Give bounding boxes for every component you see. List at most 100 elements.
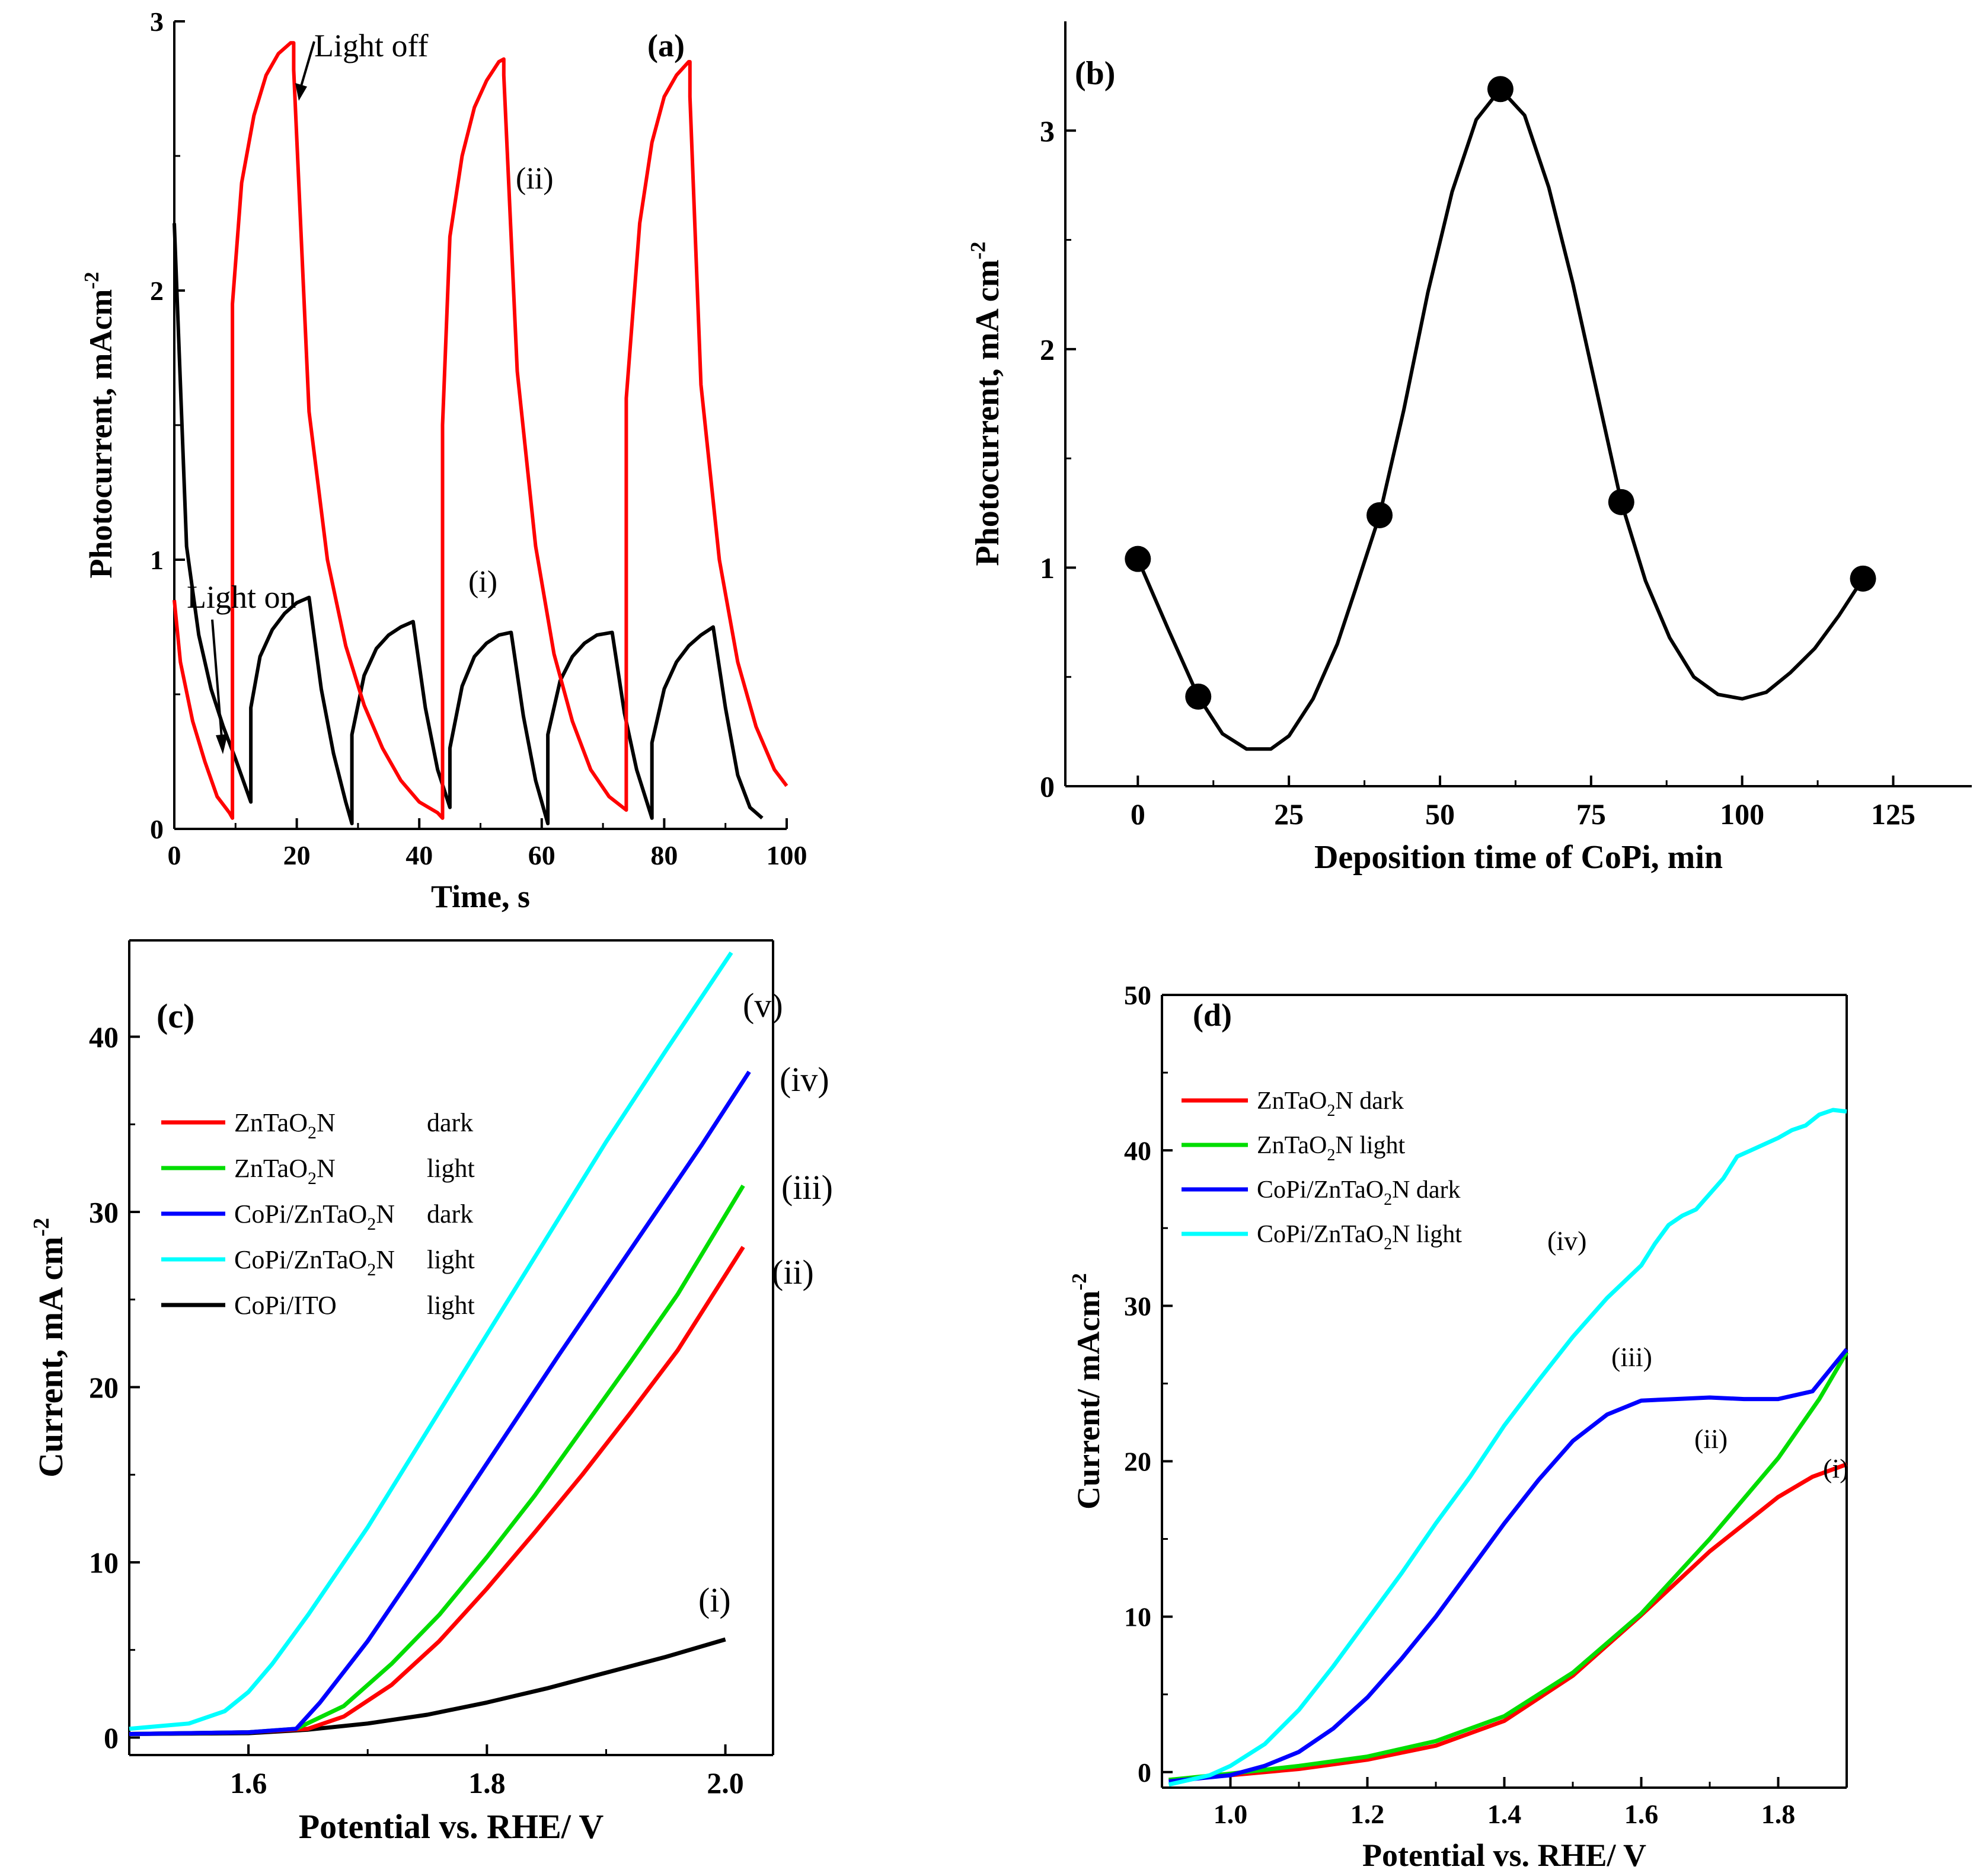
legend-sub-c: 2 [367, 1260, 376, 1280]
legend-label-c: ZnTaO2N [234, 1108, 336, 1143]
legend-tail-d: N dark [1335, 1087, 1403, 1115]
x-tick-label-d: 1.2 [1350, 1799, 1385, 1829]
legend-label-c: CoPi/ZnTaO2N [234, 1199, 395, 1234]
legend-name-d: CoPi/ZnTaO [1257, 1221, 1384, 1248]
annotation-light-off: Light off [314, 28, 428, 63]
x-tick-label-d: 1.4 [1487, 1799, 1522, 1829]
y-tick-label-d: 30 [1124, 1291, 1151, 1321]
panel-a: 0 20 40 60 80 100 0 1 2 3 Time, s Photocurrent, mAc… [80, 7, 807, 914]
legend-tail-d: N dark [1392, 1176, 1460, 1204]
curve-label-c: (iii) [781, 1168, 833, 1207]
annotation-light-on: Light on [187, 579, 296, 615]
data-point-b [1366, 502, 1393, 528]
legend-cond-c: dark [427, 1108, 473, 1137]
legend-name-d: ZnTaO [1257, 1132, 1327, 1159]
arrowhead-light-off [295, 83, 307, 101]
panel-c: 1.6 1.8 2.0 0 10 20 30 40 Potential vs. RHE/ V Cu… [29, 939, 833, 1846]
legend-name-d: ZnTaO [1257, 1087, 1327, 1115]
y-tick-label-c: 10 [89, 1546, 119, 1579]
y-axis-title-sup-d: -2 [1068, 1273, 1091, 1290]
y-axis-title-text-c: Current, mA cm [31, 1236, 70, 1477]
legend-name-c: ZnTaO [234, 1154, 308, 1183]
legend-label-c: ZnTaO2N [234, 1154, 336, 1188]
y-axis-title-text-a: Photocurrent, mAcm [83, 289, 119, 579]
data-point-b [1608, 489, 1634, 515]
y-tick-label-b: 0 [1040, 770, 1055, 803]
legend-sub-c: 2 [367, 1214, 376, 1234]
arrow-light-off [300, 41, 315, 87]
series-line-d [1168, 1108, 1847, 1787]
y-tick-label-d: 50 [1124, 980, 1151, 1010]
panel-label-a: (a) [647, 28, 685, 63]
legend-sub-d: 2 [1384, 1191, 1392, 1209]
legend-sub-d: 2 [1327, 1146, 1335, 1164]
panel-label-d: (d) [1193, 997, 1232, 1033]
x-tick-label-d: 1.8 [1761, 1799, 1796, 1829]
x-tick-label-a: 80 [650, 840, 678, 870]
panel-label-c: (c) [157, 997, 194, 1035]
y-tick-label-a: 1 [150, 545, 164, 575]
y-tick-label-d: 20 [1124, 1447, 1151, 1477]
y-axis-title-sup-a: -2 [80, 272, 103, 289]
x-tick-label-d: 1.6 [1624, 1799, 1659, 1829]
y-tick-label-d: 40 [1124, 1135, 1151, 1166]
series-line-a [173, 223, 764, 825]
curve-label-c: (iv) [780, 1060, 829, 1099]
x-tick-label-b: 0 [1131, 797, 1145, 831]
series-line-d [1168, 1351, 1849, 1782]
data-point-b [1125, 545, 1151, 572]
series-line-d [1168, 1462, 1848, 1782]
x-tick-label-a: 100 [767, 840, 807, 870]
x-axis-title-b: Deposition time of CoPi, min [1314, 839, 1723, 876]
legend-sub-c: 2 [308, 1123, 317, 1143]
legend-tail-c: N [317, 1108, 336, 1137]
legend-tail-d: N light [1335, 1132, 1405, 1159]
x-tick-label-a: 40 [405, 840, 433, 870]
panel-d: 1.0 1.2 1.4 1.6 1.8 0 10 20 30 40 50 Potential vs. … [1068, 980, 1848, 1873]
arrowhead-light-on [216, 734, 228, 754]
legend-cond-c: light [427, 1291, 475, 1320]
curve-label-c: (i) [698, 1581, 731, 1619]
legend-name-d: CoPi/ZnTaO [1257, 1176, 1384, 1204]
legend-label-d: CoPi/ZnTaO2N light [1257, 1221, 1462, 1253]
panel-b: 0 25 50 75 100 125 0 1 2 3 Deposition time of CoPi… [966, 21, 1972, 876]
legend-name-c: CoPi/ITO [234, 1291, 337, 1320]
x-tick-label-c: 1.8 [468, 1766, 506, 1800]
x-axis-title-c: Potential vs. RHE/ V [299, 1807, 604, 1846]
legend-label-d: ZnTaO2N dark [1257, 1087, 1404, 1120]
y-axis-title-sup-c: -2 [29, 1218, 54, 1236]
y-tick-label-c: 40 [89, 1020, 119, 1054]
y-tick-label-d: 0 [1138, 1757, 1151, 1788]
x-axis-title-a: Time, s [431, 879, 530, 914]
y-tick-label-b: 3 [1040, 114, 1055, 148]
x-tick-label-a: 0 [168, 840, 181, 870]
x-tick-label-b: 50 [1425, 797, 1455, 831]
x-tick-label-c: 1.6 [230, 1766, 267, 1800]
y-tick-label-c: 30 [89, 1196, 119, 1229]
legend-cond-c: light [427, 1245, 475, 1274]
legend-cond-c: dark [427, 1199, 473, 1229]
x-tick-label-b: 100 [1720, 797, 1764, 831]
series-line-b [1136, 87, 1865, 751]
panel-label-b: (b) [1075, 55, 1115, 92]
y-tick-label-a: 0 [150, 814, 164, 844]
x-tick-label-b: 25 [1274, 797, 1304, 831]
legend-name-c: CoPi/ZnTaO [234, 1245, 367, 1274]
legend-label-c: CoPi/ZnTaO2N [234, 1245, 395, 1280]
x-tick-label-b: 125 [1871, 797, 1915, 831]
legend-label-d: ZnTaO2N light [1257, 1132, 1406, 1164]
y-axis-title-b: Photocurrent, mA cm-2 [966, 241, 1006, 566]
legend-name-c: CoPi/ZnTaO [234, 1199, 367, 1229]
data-point-b [1487, 76, 1514, 103]
series-line-a [173, 41, 788, 820]
legend-sub-d: 2 [1384, 1235, 1392, 1253]
curve-label-d: (iii) [1611, 1342, 1652, 1372]
y-tick-label-b: 1 [1040, 551, 1055, 585]
curve-label-c: (v) [743, 986, 783, 1025]
x-axis-title-d: Potential vs. RHE/ V [1362, 1837, 1646, 1873]
y-tick-label-c: 20 [89, 1371, 119, 1404]
legend-tail-c: N [376, 1199, 395, 1229]
curve-label-d: (ii) [1694, 1424, 1728, 1454]
legend-label-d: CoPi/ZnTaO2N dark [1257, 1176, 1461, 1209]
